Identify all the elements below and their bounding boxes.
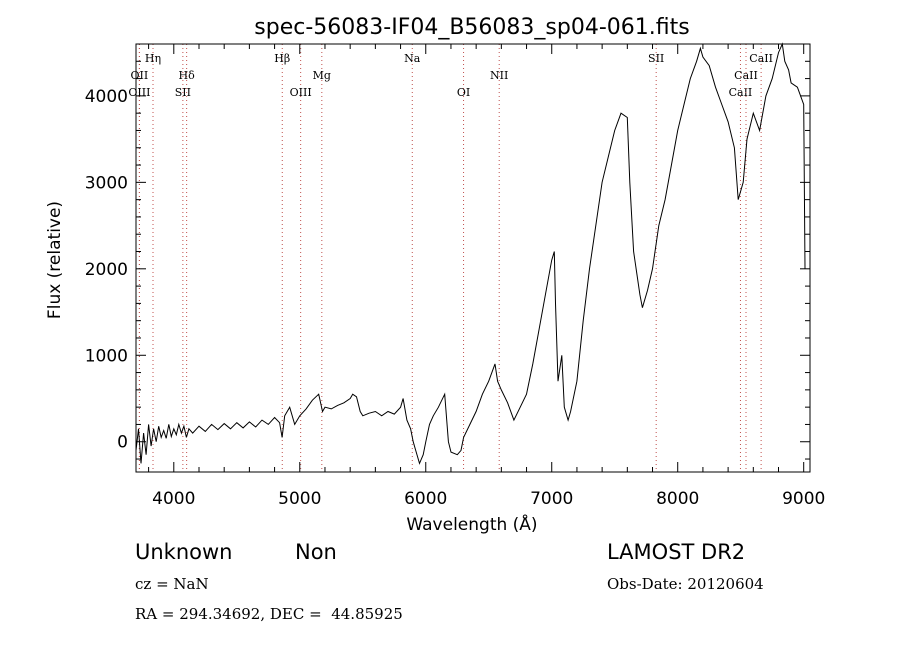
x-tick-label: 7000 bbox=[530, 489, 573, 509]
chart-title: spec-56083-IF04_B56083_sp04-061.fits bbox=[254, 15, 689, 40]
y-tick-labels: 0 1000 2000 3000 4000 bbox=[85, 87, 128, 453]
x-tick-labels: 4000 5000 6000 7000 8000 9000 bbox=[152, 489, 825, 509]
marker-label: CaII bbox=[729, 86, 753, 99]
marker-label: OI bbox=[457, 86, 470, 99]
survey-name: LAMOST DR2 bbox=[607, 540, 746, 564]
x-tick-label: 6000 bbox=[404, 489, 447, 509]
y-tick-label: 1000 bbox=[85, 346, 128, 366]
spectral-line-markers: HηOIIOIIIHδSIIHβOIIIMgNaOINIISIICaIICaII… bbox=[128, 44, 773, 472]
y-tick-label: 4000 bbox=[85, 87, 128, 107]
coordinates: RA = 294.34692, DEC = 44.85925 bbox=[135, 605, 403, 623]
marker-label: OIII bbox=[290, 86, 312, 99]
object-type: Unknown bbox=[135, 540, 233, 564]
x-tick-label: 9000 bbox=[782, 489, 825, 509]
observation-date: Obs-Date: 20120604 bbox=[607, 575, 764, 593]
marker-label: NII bbox=[490, 69, 508, 82]
spectrum-line bbox=[135, 42, 806, 465]
x-tick-label: 5000 bbox=[278, 489, 321, 509]
marker-label: Hβ bbox=[274, 52, 290, 65]
marker-label: SII bbox=[175, 86, 191, 99]
marker-label: OIII bbox=[128, 86, 150, 99]
marker-label: CaII bbox=[749, 52, 773, 65]
x-axis-label: Wavelength (Å) bbox=[406, 513, 537, 535]
x-tick-label: 4000 bbox=[152, 489, 195, 509]
y-tick-label: 2000 bbox=[85, 260, 128, 280]
marker-label: Na bbox=[404, 52, 421, 65]
spectrum-series bbox=[135, 42, 806, 465]
axis-ticks bbox=[136, 43, 810, 472]
x-tick-label: 8000 bbox=[656, 489, 699, 509]
marker-label: Mg bbox=[313, 69, 331, 82]
y-tick-label: 0 bbox=[117, 433, 128, 453]
marker-label: Hη bbox=[145, 52, 161, 65]
y-tick-label: 3000 bbox=[85, 173, 128, 193]
marker-label: Hδ bbox=[179, 69, 196, 82]
object-subtype: Non bbox=[295, 540, 337, 564]
marker-label: CaII bbox=[734, 69, 758, 82]
marker-label: OII bbox=[131, 69, 149, 82]
plot-frame bbox=[135, 43, 811, 473]
y-axis-label: Flux (relative) bbox=[45, 201, 65, 319]
redshift-cz: cz = NaN bbox=[135, 575, 209, 593]
marker-label: SII bbox=[648, 52, 664, 65]
